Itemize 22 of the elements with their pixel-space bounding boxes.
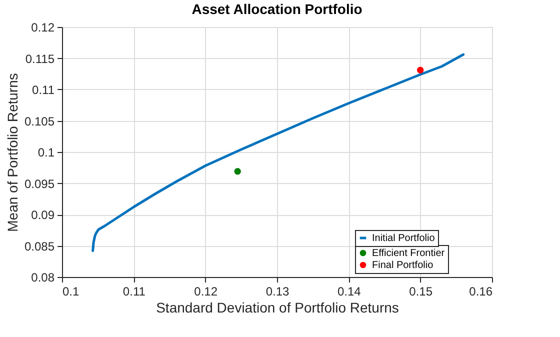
y-tick-label: 0.12 <box>31 20 55 34</box>
legend-label: Final Portfolio <box>372 260 434 271</box>
x-tick-label: 0.14 <box>337 284 362 298</box>
x-tick-label: 0.16 <box>469 284 493 298</box>
x-tick-label: 0.15 <box>409 284 433 298</box>
y-tick-label: 0.08 <box>31 270 55 284</box>
x-tick-label: 0.13 <box>266 284 290 298</box>
y-tick-label: 0.095 <box>24 176 55 191</box>
x-tick-label: 0.11 <box>122 284 146 298</box>
y-tick-label: 0.105 <box>24 114 55 128</box>
x-axis-title: Standard Deviation of Portfolio Returns <box>156 300 399 316</box>
y-axis-title: Mean of Portfolio Returns <box>4 73 20 232</box>
legend-label: Initial Portfolio <box>372 233 436 244</box>
y-tick-label: 0.1 <box>38 146 55 160</box>
x-tick-label: 0.1 <box>62 284 80 298</box>
y-tick-label: 0.11 <box>32 83 55 97</box>
x-tick-label: 0.12 <box>194 284 218 298</box>
legend-label: Efficient Frontier <box>372 248 446 259</box>
y-tick-label: 0.115 <box>25 52 55 66</box>
y-tick-label: 0.085 <box>24 239 55 254</box>
chart-title: Asset Allocation Portfolio <box>192 1 362 17</box>
y-tick-label: 0.09 <box>31 208 55 222</box>
